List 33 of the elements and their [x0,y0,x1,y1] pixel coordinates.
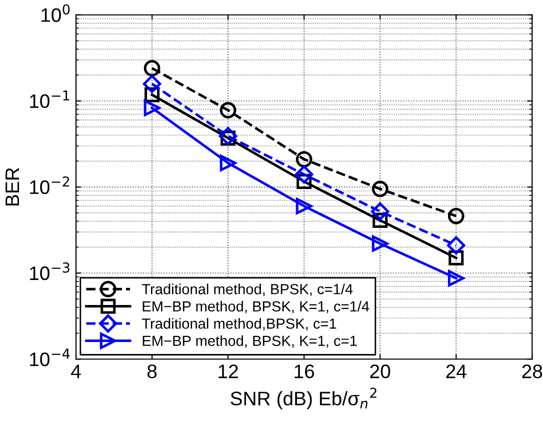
point [144,60,160,76]
point [447,236,466,254]
legend-label: Traditional method,BPSK, c=1 [142,318,336,331]
y-tick-label: 10$^{−2}$ [30,176,70,194]
y-tick-label: 10$^{−1}$ [30,90,70,108]
point [142,74,162,93]
legend-label: EM−BP method, BPSK, K=1, c=1 [142,335,357,348]
x-tick-label: 12 [218,364,238,378]
point [220,154,236,172]
point [448,208,464,224]
x-tick-label: 8 [147,364,157,378]
y-tick-label: 10$^{0}$ [42,4,70,22]
point [296,198,312,214]
x-tick-label: 24 [446,364,466,378]
legend-label: Traditional method, BPSK, c=1/4 [142,284,353,296]
point [296,151,312,168]
y-tick-label: 10$^{−3}$ [30,262,70,280]
point [372,180,388,198]
x-tick-label: 4 [71,364,81,378]
y-axis-title: BER [6,168,19,206]
point [144,100,160,116]
x-tick-label: 20 [370,364,390,378]
legend-label: EM−BP method, BPSK, K=1, c=1/4 [142,300,370,314]
point [220,102,236,118]
x-tick-label: 16 [294,364,314,378]
y-tick-label: 10$^{−4}$ [30,348,70,366]
point [372,235,388,252]
x-axis-title: SNR (dB) Eb/σ$_{n}$$^{2}$ [230,388,376,410]
point [218,127,238,146]
point [448,270,464,286]
point [370,202,390,221]
point [294,165,314,184]
x-tick-label: 28 [522,364,542,378]
